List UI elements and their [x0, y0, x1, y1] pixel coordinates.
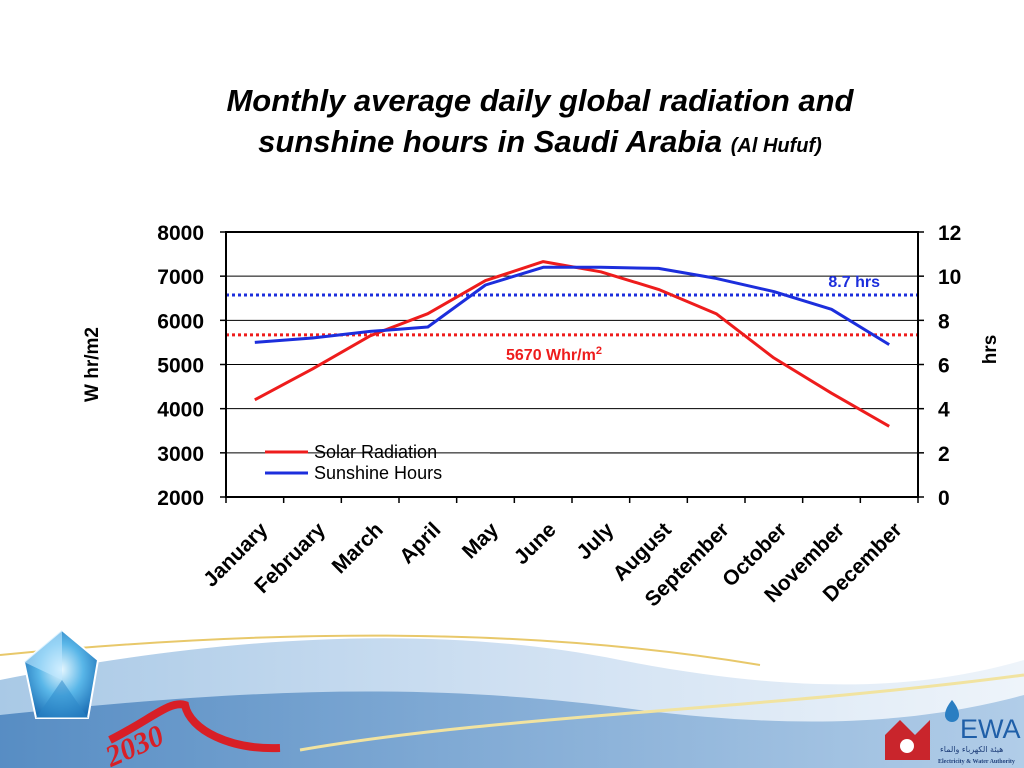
slide-title: Monthly average daily global radiation a… [120, 80, 960, 167]
series-line-sunshine-hours [254, 265, 890, 346]
water-drop-icon [945, 700, 959, 722]
y-tick-label: 7000 [157, 266, 204, 289]
bahrain-flag-ribbon-icon [108, 700, 281, 753]
y2-tick-label: 0 [938, 487, 950, 510]
legend-label: Solar Radiation [314, 442, 437, 462]
title-line-2: sunshine hours in Saudi Arabia (Al Hufuf… [120, 121, 960, 167]
ewa-logo-text: EWA [960, 714, 1021, 744]
legend-label: Sunshine Hours [314, 463, 442, 483]
ewa-logo: EWA هيئة الكهرباء والماء Electricity & W… [938, 700, 1021, 765]
title-line-2-text: sunshine hours in Saudi Arabia [258, 124, 723, 159]
x-tick-label: July [572, 518, 618, 564]
y2-tick-label: 10 [938, 266, 961, 289]
y-tick-label: 5000 [157, 355, 204, 378]
ewa-english-name: Electricity & Water Authority [938, 759, 1015, 765]
series-line-solar-radiation [254, 260, 890, 428]
reference-label-sunshine: 8.7 hrs [828, 274, 880, 291]
ewa-arabic-name: هيئة الكهرباء والماء [940, 745, 1003, 754]
title-line-1: Monthly average daily global radiation a… [226, 83, 854, 118]
y-tick-label: 2000 [157, 487, 204, 510]
y2-tick-label: 12 [938, 222, 961, 245]
x-tick-label: March [328, 518, 388, 578]
crystal-logo-icon [22, 628, 100, 719]
y-axis-label: W hr/m2 [82, 327, 103, 402]
y-tick-label: 3000 [157, 443, 204, 466]
y2-tick-label: 4 [938, 399, 950, 422]
y2-tick-label: 8 [938, 310, 950, 333]
radiation-sunshine-chart: 8000 7000 6000 5000 4000 3000 2000 12 10 8 6 4 2 0 8.7… [82, 222, 1001, 611]
reference-label-radiation: 5670 Whr/m2 [506, 345, 602, 364]
x-tick-label: June [510, 518, 561, 569]
x-tick-label: May [458, 518, 503, 563]
title-location: (Al Hufuf) [730, 135, 822, 157]
y-tick-label: 8000 [157, 222, 204, 245]
y2-axis-label: hrs [980, 335, 1001, 365]
y2-tick-label: 6 [938, 355, 950, 378]
reference-label-superscript: 2 [596, 345, 602, 357]
x-tick-label: April [395, 518, 445, 568]
y2-tick-label: 2 [938, 443, 950, 466]
footer-decoration: 2030 EWA هيئة الكهرباء والماء Electricit… [0, 628, 1024, 768]
y-tick-label: 4000 [157, 399, 204, 422]
ewa-emblem-icon [885, 720, 930, 760]
y-tick-label: 6000 [157, 310, 204, 333]
